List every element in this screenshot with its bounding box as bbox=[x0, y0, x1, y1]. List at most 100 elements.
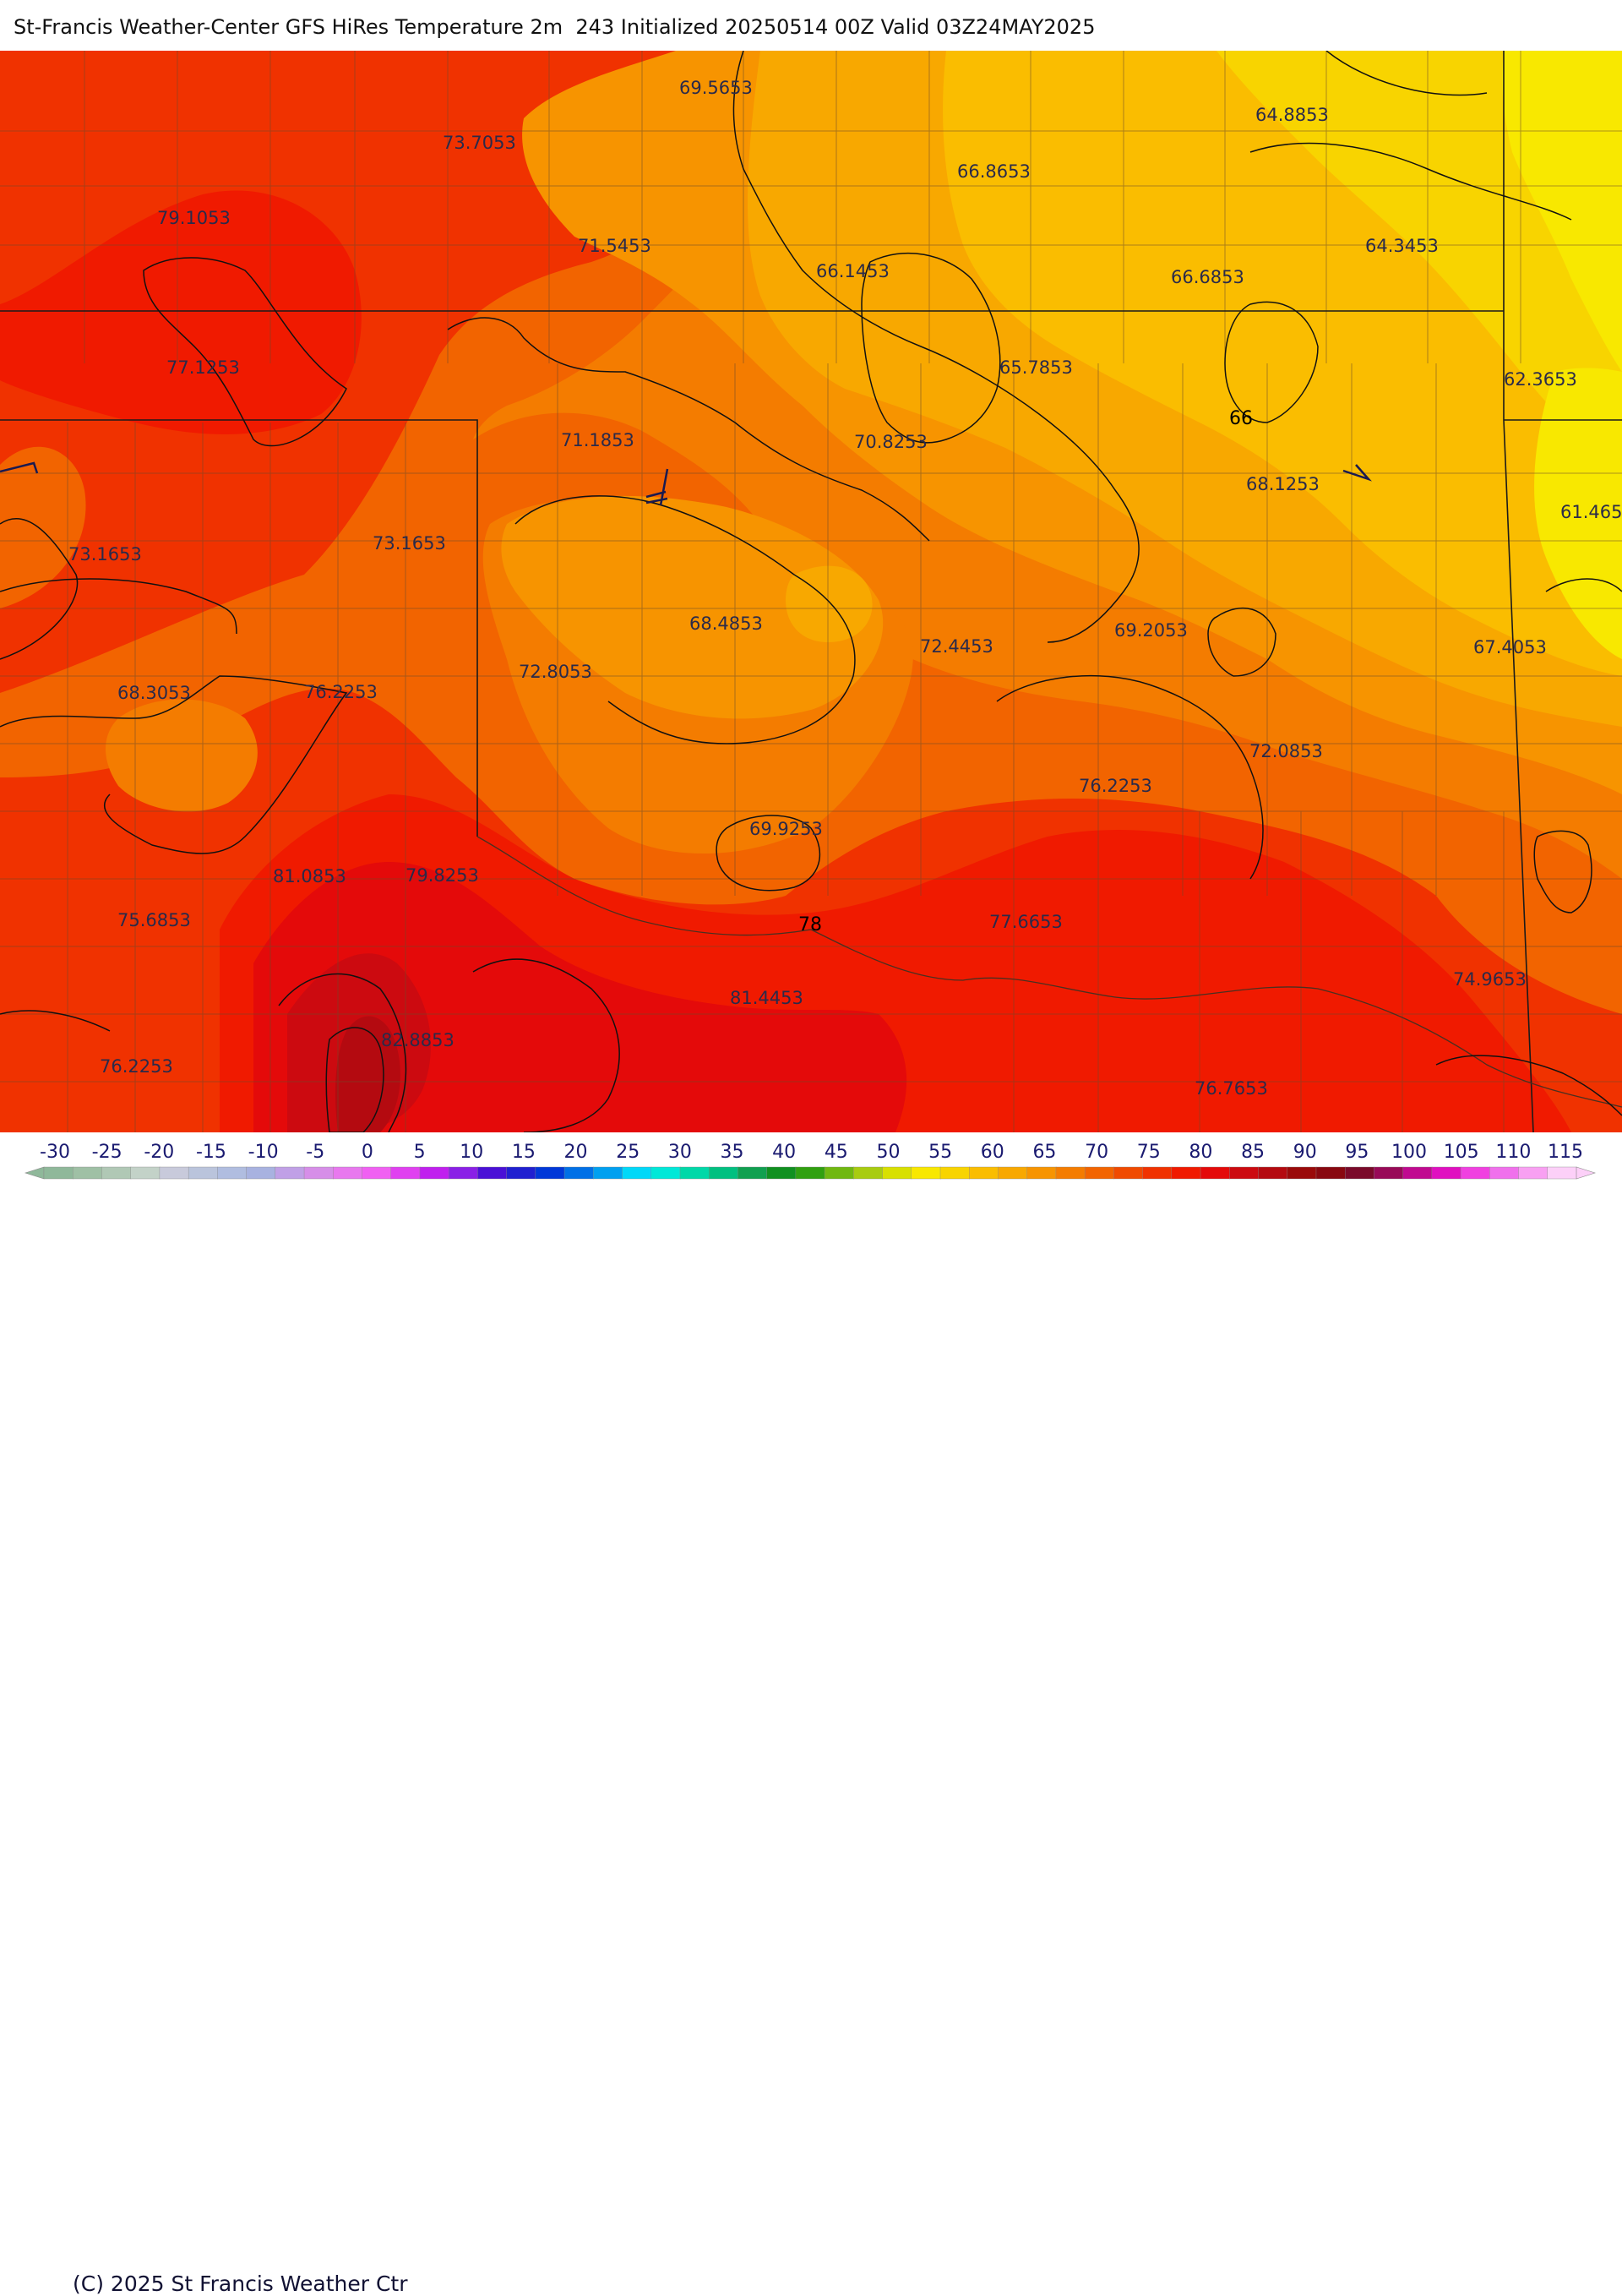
contour-label-66: 66 bbox=[1229, 408, 1253, 429]
legend-tick-label: 15 bbox=[512, 1142, 536, 1163]
legend-tick-label: -25 bbox=[92, 1142, 122, 1163]
contour-m bbox=[1545, 578, 1622, 592]
point-value: 77.1253 bbox=[166, 357, 240, 378]
point-value: 76.2253 bbox=[1079, 776, 1152, 796]
point-value: 69.2053 bbox=[1114, 620, 1188, 641]
contour-p bbox=[278, 973, 407, 1132]
point-value: 66.6853 bbox=[1171, 267, 1244, 287]
point-value: 62.3653 bbox=[1504, 369, 1577, 390]
legend-swatch bbox=[43, 1166, 73, 1180]
contour-q bbox=[325, 1027, 384, 1132]
band-60-62-east bbox=[1534, 368, 1622, 659]
point-values: 69.5653 73.7053 64.8853 66.8653 79.1053 … bbox=[68, 78, 1622, 1099]
legend-tick-label: 55 bbox=[928, 1142, 952, 1163]
legend-tick-label: 35 bbox=[721, 1142, 744, 1163]
wind-barb-2 bbox=[645, 468, 669, 506]
legend-swatch bbox=[795, 1166, 825, 1180]
legend-tick-label: 0 bbox=[362, 1142, 373, 1163]
contour-o bbox=[472, 958, 620, 1132]
copyright-text: (C) 2025 St Francis Weather Ctr bbox=[73, 2271, 408, 2296]
point-value: 72.8053 bbox=[519, 662, 592, 682]
legend-swatch bbox=[853, 1166, 884, 1180]
legend-swatch bbox=[969, 1166, 999, 1180]
point-value: 75.6853 bbox=[117, 910, 191, 930]
legend-tick-label: 30 bbox=[668, 1142, 692, 1163]
legend-swatch bbox=[101, 1166, 132, 1180]
map-title: St-Francis Weather-Center GFS HiRes Temp… bbox=[14, 15, 1096, 39]
point-value: 73.1653 bbox=[68, 544, 142, 564]
band-66-68-center bbox=[786, 565, 873, 642]
contour-b bbox=[0, 518, 79, 660]
legend-swatch bbox=[130, 1166, 161, 1180]
point-value: 73.7053 bbox=[443, 133, 516, 153]
point-value: 67.4053 bbox=[1473, 637, 1547, 657]
legend-arrow-high bbox=[1576, 1166, 1596, 1180]
legend-swatch bbox=[622, 1166, 652, 1180]
point-value: 66.8653 bbox=[957, 161, 1031, 182]
contour-j bbox=[1207, 608, 1276, 677]
band-68-70-center bbox=[501, 495, 884, 719]
legend-tick-label: 50 bbox=[876, 1142, 900, 1163]
wind-barbs bbox=[0, 461, 1373, 506]
legend-tick-label: -30 bbox=[40, 1142, 70, 1163]
legend-tick-label: 115 bbox=[1548, 1142, 1583, 1163]
point-value: 71.1853 bbox=[561, 430, 634, 450]
legend-tick-label: 5 bbox=[414, 1142, 426, 1163]
contour-d bbox=[0, 675, 348, 854]
contour-a bbox=[143, 257, 347, 447]
contour-c bbox=[0, 578, 237, 635]
legend-swatch bbox=[535, 1166, 565, 1180]
legend-swatch bbox=[1142, 1166, 1173, 1180]
contour-f bbox=[514, 495, 856, 744]
legend-tick-label: 95 bbox=[1345, 1142, 1369, 1163]
legend-swatch bbox=[593, 1166, 623, 1180]
band-84-86 bbox=[335, 1016, 400, 1132]
legend-swatch bbox=[766, 1166, 797, 1180]
legend-tick-label: 45 bbox=[825, 1142, 848, 1163]
legend-swatch bbox=[246, 1166, 276, 1180]
legend-swatch bbox=[1518, 1166, 1549, 1180]
legend-tick-label: 90 bbox=[1293, 1142, 1317, 1163]
point-value: 76.2253 bbox=[100, 1056, 173, 1077]
legend-tick-label: 70 bbox=[1085, 1142, 1108, 1163]
contour-s bbox=[1325, 51, 1488, 96]
wind-barb-1 bbox=[0, 461, 39, 474]
legend-swatch bbox=[303, 1166, 334, 1180]
legend-tick-label: -20 bbox=[144, 1142, 174, 1163]
contour-l bbox=[996, 674, 1264, 880]
legend-tick-label: 10 bbox=[460, 1142, 483, 1163]
temperature-fill-layer bbox=[0, 51, 1622, 1132]
state-line-east bbox=[1503, 51, 1622, 1132]
legend-tick-label: 80 bbox=[1189, 1142, 1212, 1163]
contour-n bbox=[1533, 830, 1592, 913]
legend-swatch bbox=[709, 1166, 739, 1180]
map-canvas: 66 78 69.5653 73.7053 64.8853 66.8653 79… bbox=[0, 51, 1622, 1132]
legend-swatch bbox=[824, 1166, 855, 1180]
county-grid-south bbox=[0, 811, 1622, 1132]
contour-i bbox=[1224, 301, 1319, 423]
boundary-lines bbox=[0, 51, 1622, 1132]
legend-tick-label: 110 bbox=[1495, 1142, 1531, 1163]
legend-swatch bbox=[1460, 1166, 1491, 1180]
point-value: 81.4453 bbox=[730, 988, 803, 1008]
legend-swatch bbox=[738, 1166, 768, 1180]
legend-tick-label: -5 bbox=[306, 1142, 324, 1163]
contour-labels: 66 78 bbox=[798, 408, 1253, 935]
legend-swatch bbox=[477, 1166, 508, 1180]
isotherm-contours bbox=[0, 51, 1622, 1132]
legend-tick-labels: -30 -25 -20 -15 -10 -5 0 5 10 15 20 25 30 35 40 45 50 55 6… bbox=[40, 1142, 1583, 1163]
point-value: 73.1653 bbox=[373, 533, 446, 554]
legend-swatch bbox=[448, 1166, 479, 1180]
contour-e bbox=[447, 317, 930, 542]
legend-arrow-low bbox=[24, 1166, 45, 1180]
contour-t bbox=[0, 1010, 111, 1032]
state-line-west bbox=[0, 419, 478, 837]
wind-barb-3 bbox=[1342, 464, 1373, 482]
legend-tick-label: 25 bbox=[616, 1142, 640, 1163]
band-72-74-west bbox=[0, 446, 86, 608]
point-value: 72.4453 bbox=[920, 636, 993, 657]
legend-swatch bbox=[1229, 1166, 1260, 1180]
point-value: 71.5453 bbox=[578, 236, 651, 256]
legend-swatch bbox=[882, 1166, 912, 1180]
legend-swatch bbox=[1402, 1166, 1433, 1180]
